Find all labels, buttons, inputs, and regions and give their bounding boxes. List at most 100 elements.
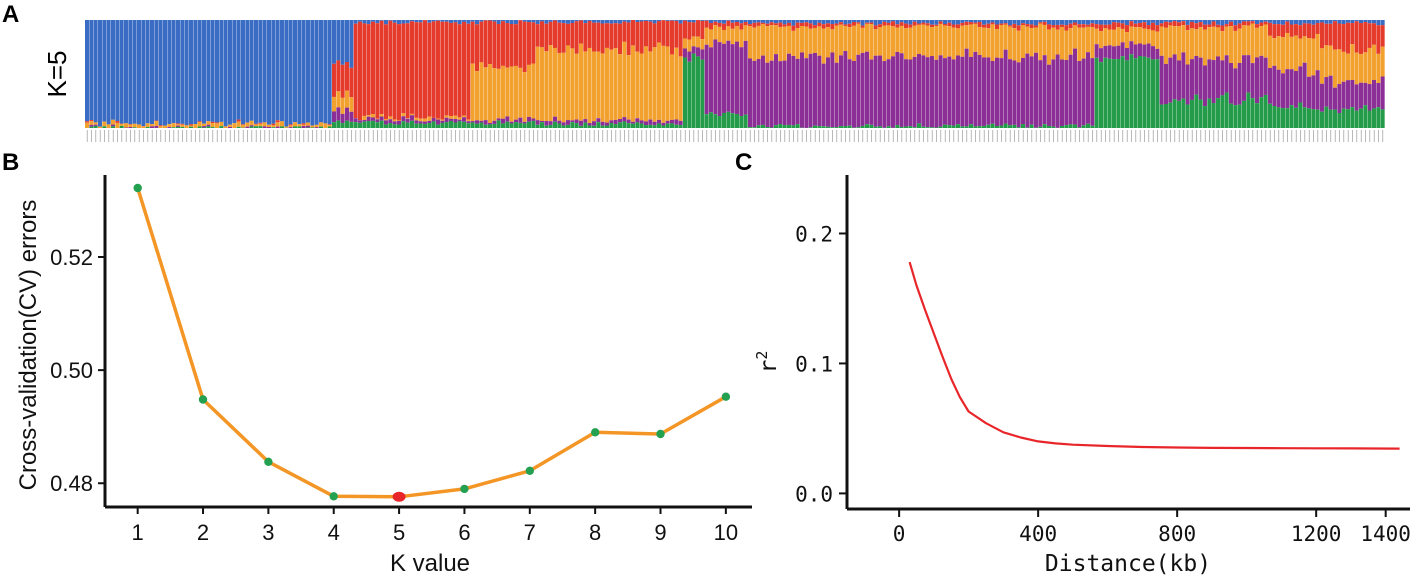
- admixture-bar-248-cluster-5: [1155, 59, 1160, 128]
- admixture-bar-101-cluster-5: [518, 122, 523, 128]
- admixture-bar-263-cluster-4: [1220, 60, 1225, 96]
- admixture-bar-209-cluster-4: [986, 57, 991, 125]
- admixture-bar-65-cluster-2: [362, 23, 367, 116]
- admixture-bar-255-cluster-2: [1185, 24, 1190, 31]
- admixture-bar-162-cluster-1: [782, 20, 787, 25]
- admixture-bar-9-cluster-3: [119, 123, 124, 126]
- admixture-bar-89-cluster-2: [466, 23, 471, 120]
- admixture-bar-154-cluster-2: [748, 24, 752, 27]
- admixture-bar-182-cluster-5: [869, 124, 874, 128]
- admixture-bar-115-cluster-2: [579, 20, 583, 44]
- admixture-bar-292-cluster-3: [1346, 53, 1350, 81]
- admixture-bar-148-cluster-5: [722, 112, 726, 128]
- admixture-bar-61-cluster-2: [345, 62, 349, 91]
- admixture-bar-79-cluster-3: [423, 118, 427, 122]
- y-tick-label-b: 0.48: [50, 471, 93, 496]
- admixture-bar-113-cluster-3: [570, 48, 575, 121]
- admixture-bar-88-cluster-3: [462, 115, 466, 118]
- admixture-bar-136-cluster-1: [670, 20, 674, 21]
- admixture-bar-177-cluster-3: [847, 27, 852, 60]
- admixture-bar-236-cluster-2: [1103, 24, 1108, 29]
- admixture-bar-244-cluster-1: [1138, 20, 1142, 23]
- admixture-bar-20-cluster-4: [167, 127, 172, 128]
- admixture-bar-98-cluster-5: [505, 121, 510, 128]
- admixture-bar-163-cluster-1: [787, 20, 791, 23]
- admixture-bar-85-cluster-3: [449, 115, 453, 119]
- admixture-bar-108-cluster-5: [548, 124, 553, 128]
- admixture-bar-164-cluster-1: [791, 20, 796, 26]
- admixture-bar-93-cluster-3: [483, 67, 488, 121]
- admixture-bar-131-cluster-2: [648, 21, 653, 52]
- x-axis-title-c: Distance(kb): [1045, 551, 1211, 576]
- admixture-bar-214-cluster-3: [1008, 26, 1012, 60]
- admixture-bar-211-cluster-2: [995, 24, 999, 30]
- admixture-bar-73-cluster-1: [397, 20, 401, 25]
- admixture-bar-298-cluster-1: [1372, 20, 1376, 24]
- admixture-bar-184-cluster-1: [878, 20, 882, 25]
- admixture-bar-290-cluster-4: [1337, 84, 1342, 113]
- admixture-bar-107-cluster-4: [544, 120, 549, 126]
- admixture-bar-9-cluster-1: [119, 20, 124, 124]
- admixture-bar-175-cluster-5: [839, 126, 843, 128]
- admixture-bar-21-cluster-1: [171, 20, 176, 124]
- admixture-bar-55-cluster-3: [319, 122, 323, 127]
- admixture-bar-230-cluster-3: [1077, 27, 1082, 62]
- admixture-bar-118-cluster-4: [592, 121, 596, 126]
- admixture-bar-68-cluster-5: [375, 122, 380, 128]
- admixture-bar-58-cluster-1: [332, 20, 336, 64]
- admixture-bar-36-cluster-2: [236, 119, 241, 122]
- admixture-bar-50-cluster-5: [297, 126, 302, 128]
- admixture-bar-234-cluster-4: [1094, 44, 1099, 58]
- admixture-bar-282-cluster-3: [1302, 36, 1307, 63]
- admixture-bar-65-cluster-1: [362, 20, 367, 24]
- admixture-bar-72-cluster-4: [392, 121, 397, 125]
- admixture-bar-169-cluster-5: [813, 125, 817, 128]
- admixture-bar-155-cluster-4: [752, 60, 757, 128]
- admixture-bar-95-cluster-2: [492, 21, 497, 69]
- admixture-bar-204-cluster-2: [964, 21, 969, 26]
- admixture-bar-227-cluster-1: [1064, 20, 1069, 26]
- admixture-bar-135-cluster-1: [665, 20, 670, 21]
- admixture-bar-22-cluster-4: [176, 125, 180, 127]
- admixture-bar-284-cluster-1: [1311, 20, 1316, 25]
- admixture-bar-187-cluster-1: [891, 20, 895, 22]
- admixture-bar-241-cluster-3: [1125, 32, 1129, 49]
- admixture-bar-138-cluster-3: [678, 56, 683, 121]
- admixture-bar-265-cluster-5: [1229, 103, 1233, 128]
- admixture-bar-290-cluster-1: [1337, 20, 1342, 24]
- admixture-bar-202-cluster-4: [956, 55, 960, 125]
- admixture-bar-198-cluster-2: [938, 21, 943, 24]
- admixture-bar-38-cluster-1: [245, 20, 250, 123]
- admixture-bar-298-cluster-4: [1372, 80, 1376, 109]
- admixture-bar-138-cluster-1: [678, 20, 683, 24]
- admixture-bar-189-cluster-3: [899, 25, 904, 54]
- admixture-bar-190-cluster-1: [904, 20, 908, 24]
- admixture-bar-96-cluster-1: [496, 20, 501, 25]
- admixture-bar-148-cluster-1: [722, 20, 726, 24]
- admixture-bar-278-cluster-1: [1285, 20, 1290, 22]
- admixture-bar-26-cluster-1: [193, 20, 198, 125]
- admixture-bar-247-cluster-1: [1151, 20, 1155, 23]
- admixture-bar-121-cluster-1: [605, 20, 609, 24]
- admixture-bar-74-cluster-5: [401, 121, 406, 128]
- admixture-bar-268-cluster-2: [1242, 21, 1246, 26]
- admixture-bar-296-cluster-4: [1363, 82, 1368, 106]
- admixture-bar-259-cluster-5: [1203, 106, 1207, 128]
- admixture-bar-111-cluster-2: [561, 23, 566, 53]
- admixture-bar-276-cluster-1: [1276, 20, 1281, 25]
- admixture-bar-207-cluster-3: [977, 27, 982, 55]
- admixture-bar-253-cluster-2: [1177, 22, 1181, 27]
- admixture-bar-39-cluster-4: [249, 125, 254, 127]
- admixture-bar-9-cluster-5: [119, 125, 124, 128]
- admixture-bar-129-cluster-5: [639, 123, 644, 128]
- admixture-bar-154-cluster-3: [748, 26, 752, 59]
- admixture-bar-172-cluster-4: [826, 57, 830, 127]
- admixture-bar-3-cluster-3: [93, 122, 98, 125]
- admixture-bar-294-cluster-1: [1354, 20, 1359, 22]
- admixture-bar-155-cluster-5: [752, 127, 757, 128]
- admixture-bar-38-cluster-3: [245, 122, 250, 127]
- admixture-bar-189-cluster-1: [899, 20, 904, 23]
- admixture-bar-278-cluster-3: [1285, 32, 1290, 70]
- admixture-bar-172-cluster-3: [826, 27, 830, 58]
